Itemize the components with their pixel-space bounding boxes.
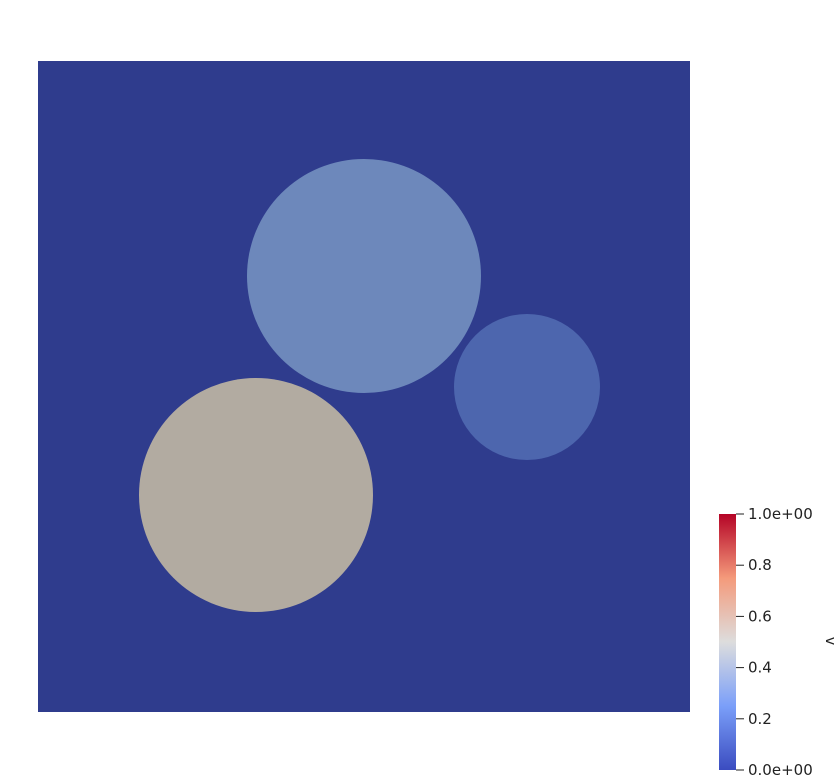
colorbar-tick-label-5: 0.0e+00 — [748, 761, 813, 779]
colorbar-tick-label-0: 1.0e+00 — [748, 505, 813, 523]
circle-bottom-left — [139, 378, 373, 612]
colorbar-tick-label-3: 0.4 — [748, 659, 772, 677]
colorbar-gradient — [719, 514, 736, 770]
render-domain — [38, 61, 690, 712]
colorbar-tick-label-1: 0.8 — [748, 556, 772, 574]
circle-top — [247, 159, 481, 393]
colorbar-ticks: 1.0e+00 0.8 0.6 0.4 0.2 0.0e+00 — [736, 505, 813, 779]
colorbar-tick-label-4: 0.2 — [748, 710, 772, 728]
colorbar-tick-label-2: 0.6 — [748, 607, 772, 625]
circle-right — [454, 314, 600, 460]
colorbar: 1.0e+00 0.8 0.6 0.4 0.2 0.0e+00 v — [719, 505, 835, 779]
colorbar-variable-label: v — [822, 637, 835, 645]
